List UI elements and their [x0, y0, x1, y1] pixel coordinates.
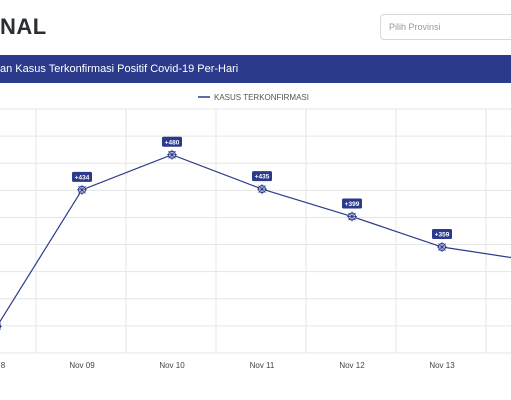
data-label-box [72, 171, 92, 182]
data-label: +435 [255, 174, 270, 181]
data-point: +480 [162, 136, 182, 160]
x-tick-label: Nov 12 [339, 361, 365, 370]
x-tick-label: Nov 13 [429, 361, 455, 370]
x-tick-label: Nov 11 [250, 361, 275, 370]
data-point-spoke [258, 185, 266, 193]
data-point [0, 322, 2, 331]
data-point: +435 [252, 171, 272, 195]
chart-banner-title: an Kasus Terkonfirmasi Positif Covid-19 … [0, 63, 239, 75]
data-point: +434 [72, 171, 92, 195]
province-search-input[interactable] [381, 15, 511, 39]
brand-title: NAL [0, 14, 47, 39]
line-chart: KASUS TERKONFIRMASI +434 +480 +435 +399 +359 8… [0, 93, 511, 370]
data-point: +359 [432, 229, 452, 253]
data-label: +359 [435, 232, 450, 239]
data-point-spoke [168, 150, 176, 159]
data-label: +399 [345, 201, 360, 208]
data-label: +434 [75, 174, 90, 181]
x-tick-label: Nov 09 [69, 361, 95, 370]
chart-panel: KASUS TERKONFIRMASI +434 +480 +435 +399 +359 8… [0, 83, 511, 400]
top-bar: NAL [0, 0, 511, 54]
x-tick-label: Nov 10 [159, 361, 185, 370]
data-label-box [162, 136, 182, 147]
data-label: +480 [165, 139, 180, 146]
data-label-box [342, 198, 362, 209]
data-label-box [252, 171, 272, 182]
province-select[interactable] [380, 14, 511, 40]
chart-banner: an Kasus Terkonfirmasi Positif Covid-19 … [0, 55, 511, 83]
data-point-spoke [78, 186, 86, 194]
data-point: +399 [342, 198, 362, 222]
data-label-box [432, 229, 452, 240]
chart-legend: KASUS TERKONFIRMASI [198, 93, 309, 102]
data-point-spoke [438, 243, 446, 251]
x-tick-label: 8 [1, 361, 6, 370]
data-point-spoke [348, 212, 356, 221]
legend-label: KASUS TERKONFIRMASI [214, 93, 309, 102]
